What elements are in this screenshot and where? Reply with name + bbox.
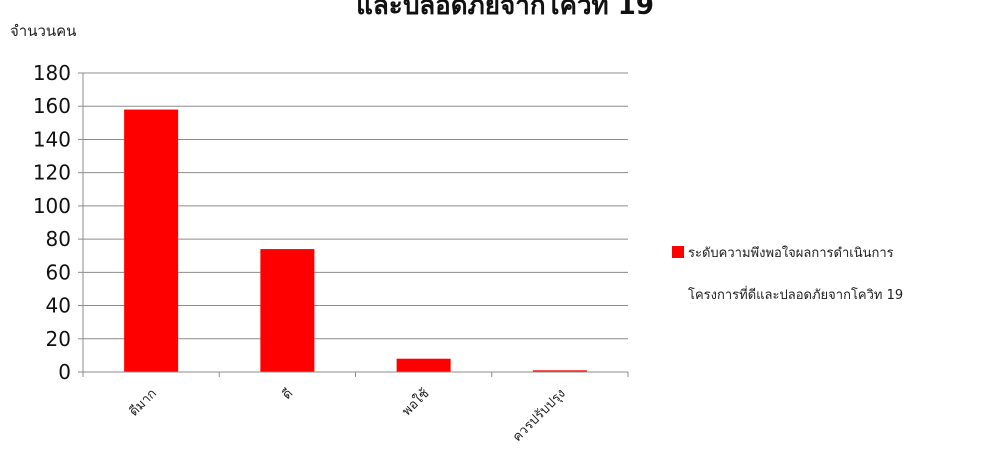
bars (124, 109, 587, 373)
legend: ระดับความพึงพอใจผลการดำเนินการ โครงการที… (672, 245, 903, 303)
y-tick-label: 100 (33, 194, 71, 218)
legend-label-line-2: โครงการที่ดีและปลอดภัยจากโควิท 19 (688, 286, 903, 303)
x-tick-label: พอใช้ (399, 385, 433, 419)
y-tick-label: 40 (46, 294, 71, 318)
y-tick-label: 160 (33, 94, 71, 118)
x-tick-label: ควรปรับปรุง (510, 386, 569, 445)
y-axis-ticks: 0 20 40 60 80 100 120 140 160 180 (33, 61, 83, 384)
legend-label-line-1: ระดับความพึงพอใจผลการดำเนินการ (688, 245, 894, 261)
bar-2 (260, 249, 315, 372)
y-tick-label: 140 (33, 127, 71, 151)
y-tick-label: 0 (58, 360, 71, 384)
y-tick-label: 60 (46, 260, 71, 284)
legend-swatch (672, 246, 684, 258)
bar-3 (396, 358, 451, 372)
chart-title: และปลอดภัยจากโควิท 19 (356, 0, 654, 21)
bar-4 (532, 370, 587, 372)
y-tick-label: 80 (46, 227, 71, 251)
y-tick-label: 20 (46, 327, 71, 351)
x-axis-ticks: ดีมาก ดี พอใช้ ควรปรับปรุง (82, 372, 629, 445)
y-tick-label: 180 (33, 61, 71, 85)
y-axis-label: จำนวนคน (10, 22, 76, 40)
bar-1 (124, 109, 179, 373)
x-tick-label: ดี (279, 386, 296, 403)
x-tick-label: ดีมาก (126, 386, 160, 420)
y-tick-label: 120 (33, 161, 71, 185)
